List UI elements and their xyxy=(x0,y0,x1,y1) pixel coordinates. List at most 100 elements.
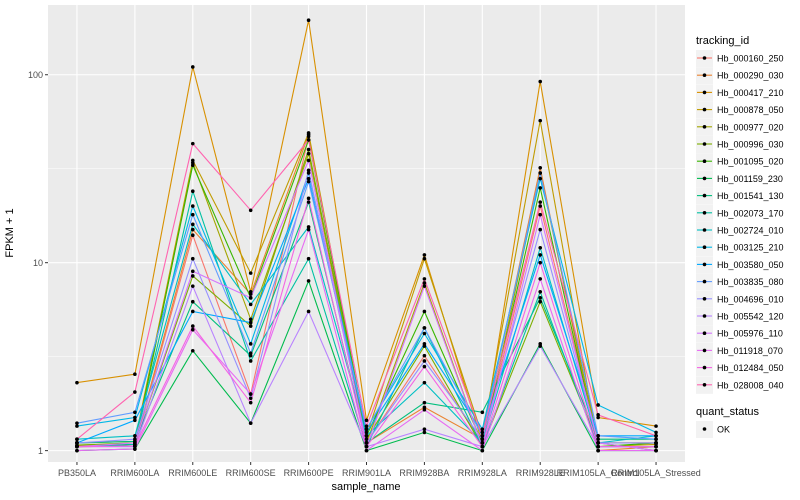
data-point-Hb_028008_040-RRIM928LE xyxy=(538,200,543,204)
data-point-Hb_005976_110-RRIM928LE xyxy=(538,212,543,217)
legend-key-point xyxy=(702,159,707,163)
data-point-Hb_000996_030-RRIM600LE xyxy=(190,274,195,278)
data-point-Hb_003580_050-RRIM928BA xyxy=(422,342,427,346)
data-point-Hb_003580_050-RRIM600SE xyxy=(248,320,253,325)
data-point-Hb_003835_080-RRIM928LE xyxy=(538,171,543,175)
data-point-Hb_028008_040-RRIM600LA xyxy=(133,390,137,394)
data-point-Hb_001095_020-RRIM928BA xyxy=(422,309,427,314)
data-point-Hb_003125_210-RRIM600LA xyxy=(133,415,137,420)
legend: tracking_id Hb_000160_250 Hb_000290_030 Hb_… xyxy=(696,35,784,438)
x-tick-label: RRIM600LE xyxy=(168,468,217,478)
data-point-Hb_003835_080-RRIM600LE xyxy=(190,212,195,217)
data-point-Hb_005542_120-RRIM600SE xyxy=(248,421,253,425)
data-point-Hb_005542_120-RRIM928LE xyxy=(538,344,543,348)
data-point-Hb_012484_050-RRIM928LE xyxy=(538,260,543,265)
data-point-Hb_001541_130-RRIM600LE xyxy=(190,299,195,304)
data-point-Hb_012484_050-RRIM928LA xyxy=(480,444,485,449)
legend-entry-label: Hb_002073_170 xyxy=(717,208,784,218)
legend-key-point xyxy=(702,176,707,181)
legend-entry-label: Hb_000160_250 xyxy=(717,54,784,64)
x-tick-label: RRIM105LA_Control xyxy=(557,468,640,478)
data-point-Hb_001159_230-RRIM600PE xyxy=(306,279,311,283)
data-point-Hb_002073_170-RRIM928LE xyxy=(538,290,543,294)
data-point-Hb_003835_080-RRIM600SE xyxy=(248,351,253,355)
legend-entry-label: Hb_012484_050 xyxy=(717,363,784,373)
data-point-Hb_003835_080-RRIM928BA xyxy=(422,326,427,330)
data-point-Hb_028008_040-RRIM600LE xyxy=(190,141,195,146)
legend-title-tracking-id: tracking_id xyxy=(696,35,749,47)
legend-entry-label: Hb_011918_070 xyxy=(717,346,783,356)
data-point-Hb_004696_010-RRIM928BA xyxy=(422,359,427,363)
data-point-Hb_003835_080-RRIM105LA_Control xyxy=(596,433,600,438)
data-point-Hb_003580_050-RRIM600LA xyxy=(133,418,137,423)
data-point-Hb_004696_010-PB350LA xyxy=(75,441,79,445)
data-point-Hb_011918_070-RRIM928BA xyxy=(422,407,427,412)
legend-key-point xyxy=(702,142,707,146)
y-tick-label: 100 xyxy=(28,70,43,80)
legend-entry-label: Hb_001541_130 xyxy=(717,191,784,201)
legend-entry-label: Hb_005542_120 xyxy=(717,312,784,322)
data-point-Hb_000878_050-RRIM600SE xyxy=(248,271,253,275)
legend-key-point xyxy=(702,56,707,60)
data-point-Hb_001541_130-RRIM928LE xyxy=(538,296,543,300)
data-point-Hb_000977_020-RRIM600SE xyxy=(248,317,253,322)
data-point-Hb_004696_010-RRIM928LE xyxy=(538,227,543,232)
data-point-Hb_002073_170-RRIM600SE xyxy=(248,359,253,363)
data-point-Hb_003580_050-RRIM928LE xyxy=(538,253,543,257)
data-point-Hb_004696_010-RRIM600LA xyxy=(133,437,137,442)
data-point-Hb_000996_030-RRIM928LE xyxy=(538,299,543,304)
legend-key-point xyxy=(702,331,707,336)
data-point-Hb_005542_120-RRIM600PE xyxy=(306,309,311,314)
data-point-Hb_012484_050-RRIM105LA_Stressed xyxy=(654,444,658,449)
data-point-Hb_004696_010-RRIM600PE xyxy=(306,168,311,173)
data-point-Hb_001541_130-RRIM105LA_Control xyxy=(596,437,600,442)
data-point-Hb_004696_010-RRIM600SE xyxy=(248,396,253,401)
data-point-Hb_002724_010-RRIM600LA xyxy=(133,433,137,438)
data-point-Hb_002724_010-RRIM928BA xyxy=(422,380,427,385)
legend-key-point xyxy=(702,365,707,370)
data-point-Hb_028008_040-RRIM105LA_Stressed xyxy=(654,433,658,438)
data-point-Hb_003835_080-RRIM600PE xyxy=(306,179,311,184)
data-point-Hb_000417_210-RRIM600SE xyxy=(248,290,253,294)
data-point-Hb_004696_010-RRIM928LA xyxy=(480,437,485,442)
data-point-Hb_002724_010-RRIM901LA xyxy=(364,433,369,438)
data-point-Hb_004696_010-RRIM105LA_Stressed xyxy=(654,441,658,445)
legend-key-point xyxy=(702,383,707,387)
legend-entry-label: Hb_000878_050 xyxy=(717,105,784,115)
legend-entry-label: Hb_000996_030 xyxy=(717,140,784,150)
data-point-Hb_002724_010-RRIM600LE xyxy=(190,222,195,227)
x-tick-label: PB350LA xyxy=(58,468,96,478)
x-tick-label: RRIM928LE xyxy=(516,468,565,478)
data-point-Hb_001541_130-RRIM928LA xyxy=(480,410,485,415)
y-tick-label: 10 xyxy=(33,258,43,268)
data-point-Hb_000417_210-RRIM600LE xyxy=(190,65,195,69)
data-point-Hb_000417_210-RRIM901LA xyxy=(364,418,369,423)
data-point-Hb_000160_250-RRIM600LE xyxy=(190,233,195,238)
data-point-Hb_028008_040-RRIM600PE xyxy=(306,138,311,142)
legend-entry-label: Hb_005976_110 xyxy=(717,329,783,339)
data-point-Hb_005976_110-RRIM105LA_Control xyxy=(596,441,600,445)
legend-key-point xyxy=(702,297,707,301)
data-point-Hb_012484_050-RRIM600LE xyxy=(190,324,195,328)
legend-key-point xyxy=(702,279,707,284)
data-point-Hb_001541_130-RRIM600SE xyxy=(248,353,253,358)
data-point-Hb_012484_050-RRIM901LA xyxy=(364,444,369,449)
legend-entry-label: Hb_003580_050 xyxy=(717,260,784,270)
data-point-Hb_003125_210-RRIM600SE xyxy=(248,342,253,346)
y-tick-label: 1 xyxy=(38,446,43,456)
data-point-Hb_000417_210-RRIM928BA xyxy=(422,253,427,257)
legend-entry-label: Hb_000290_030 xyxy=(717,71,784,81)
data-point-Hb_011918_070-RRIM928LA xyxy=(480,448,485,453)
data-point-Hb_000417_210-RRIM105LA_Stressed xyxy=(654,424,658,428)
data-point-Hb_005542_120-RRIM600LE xyxy=(190,284,195,288)
legend-entry-label: Hb_004696_010 xyxy=(717,294,784,304)
data-point-Hb_011918_070-RRIM600SE xyxy=(248,392,253,396)
data-point-Hb_000417_210-RRIM600LA xyxy=(133,372,137,377)
data-point-Hb_004696_010-RRIM600LE xyxy=(190,256,195,261)
data-point-Hb_011918_070-PB350LA xyxy=(75,448,79,453)
data-points xyxy=(75,18,658,453)
data-point-Hb_003125_210-PB350LA xyxy=(75,424,79,428)
data-point-Hb_003580_050-RRIM600PE xyxy=(306,176,311,181)
legend-entry-label: Hb_001159_230 xyxy=(717,174,783,184)
